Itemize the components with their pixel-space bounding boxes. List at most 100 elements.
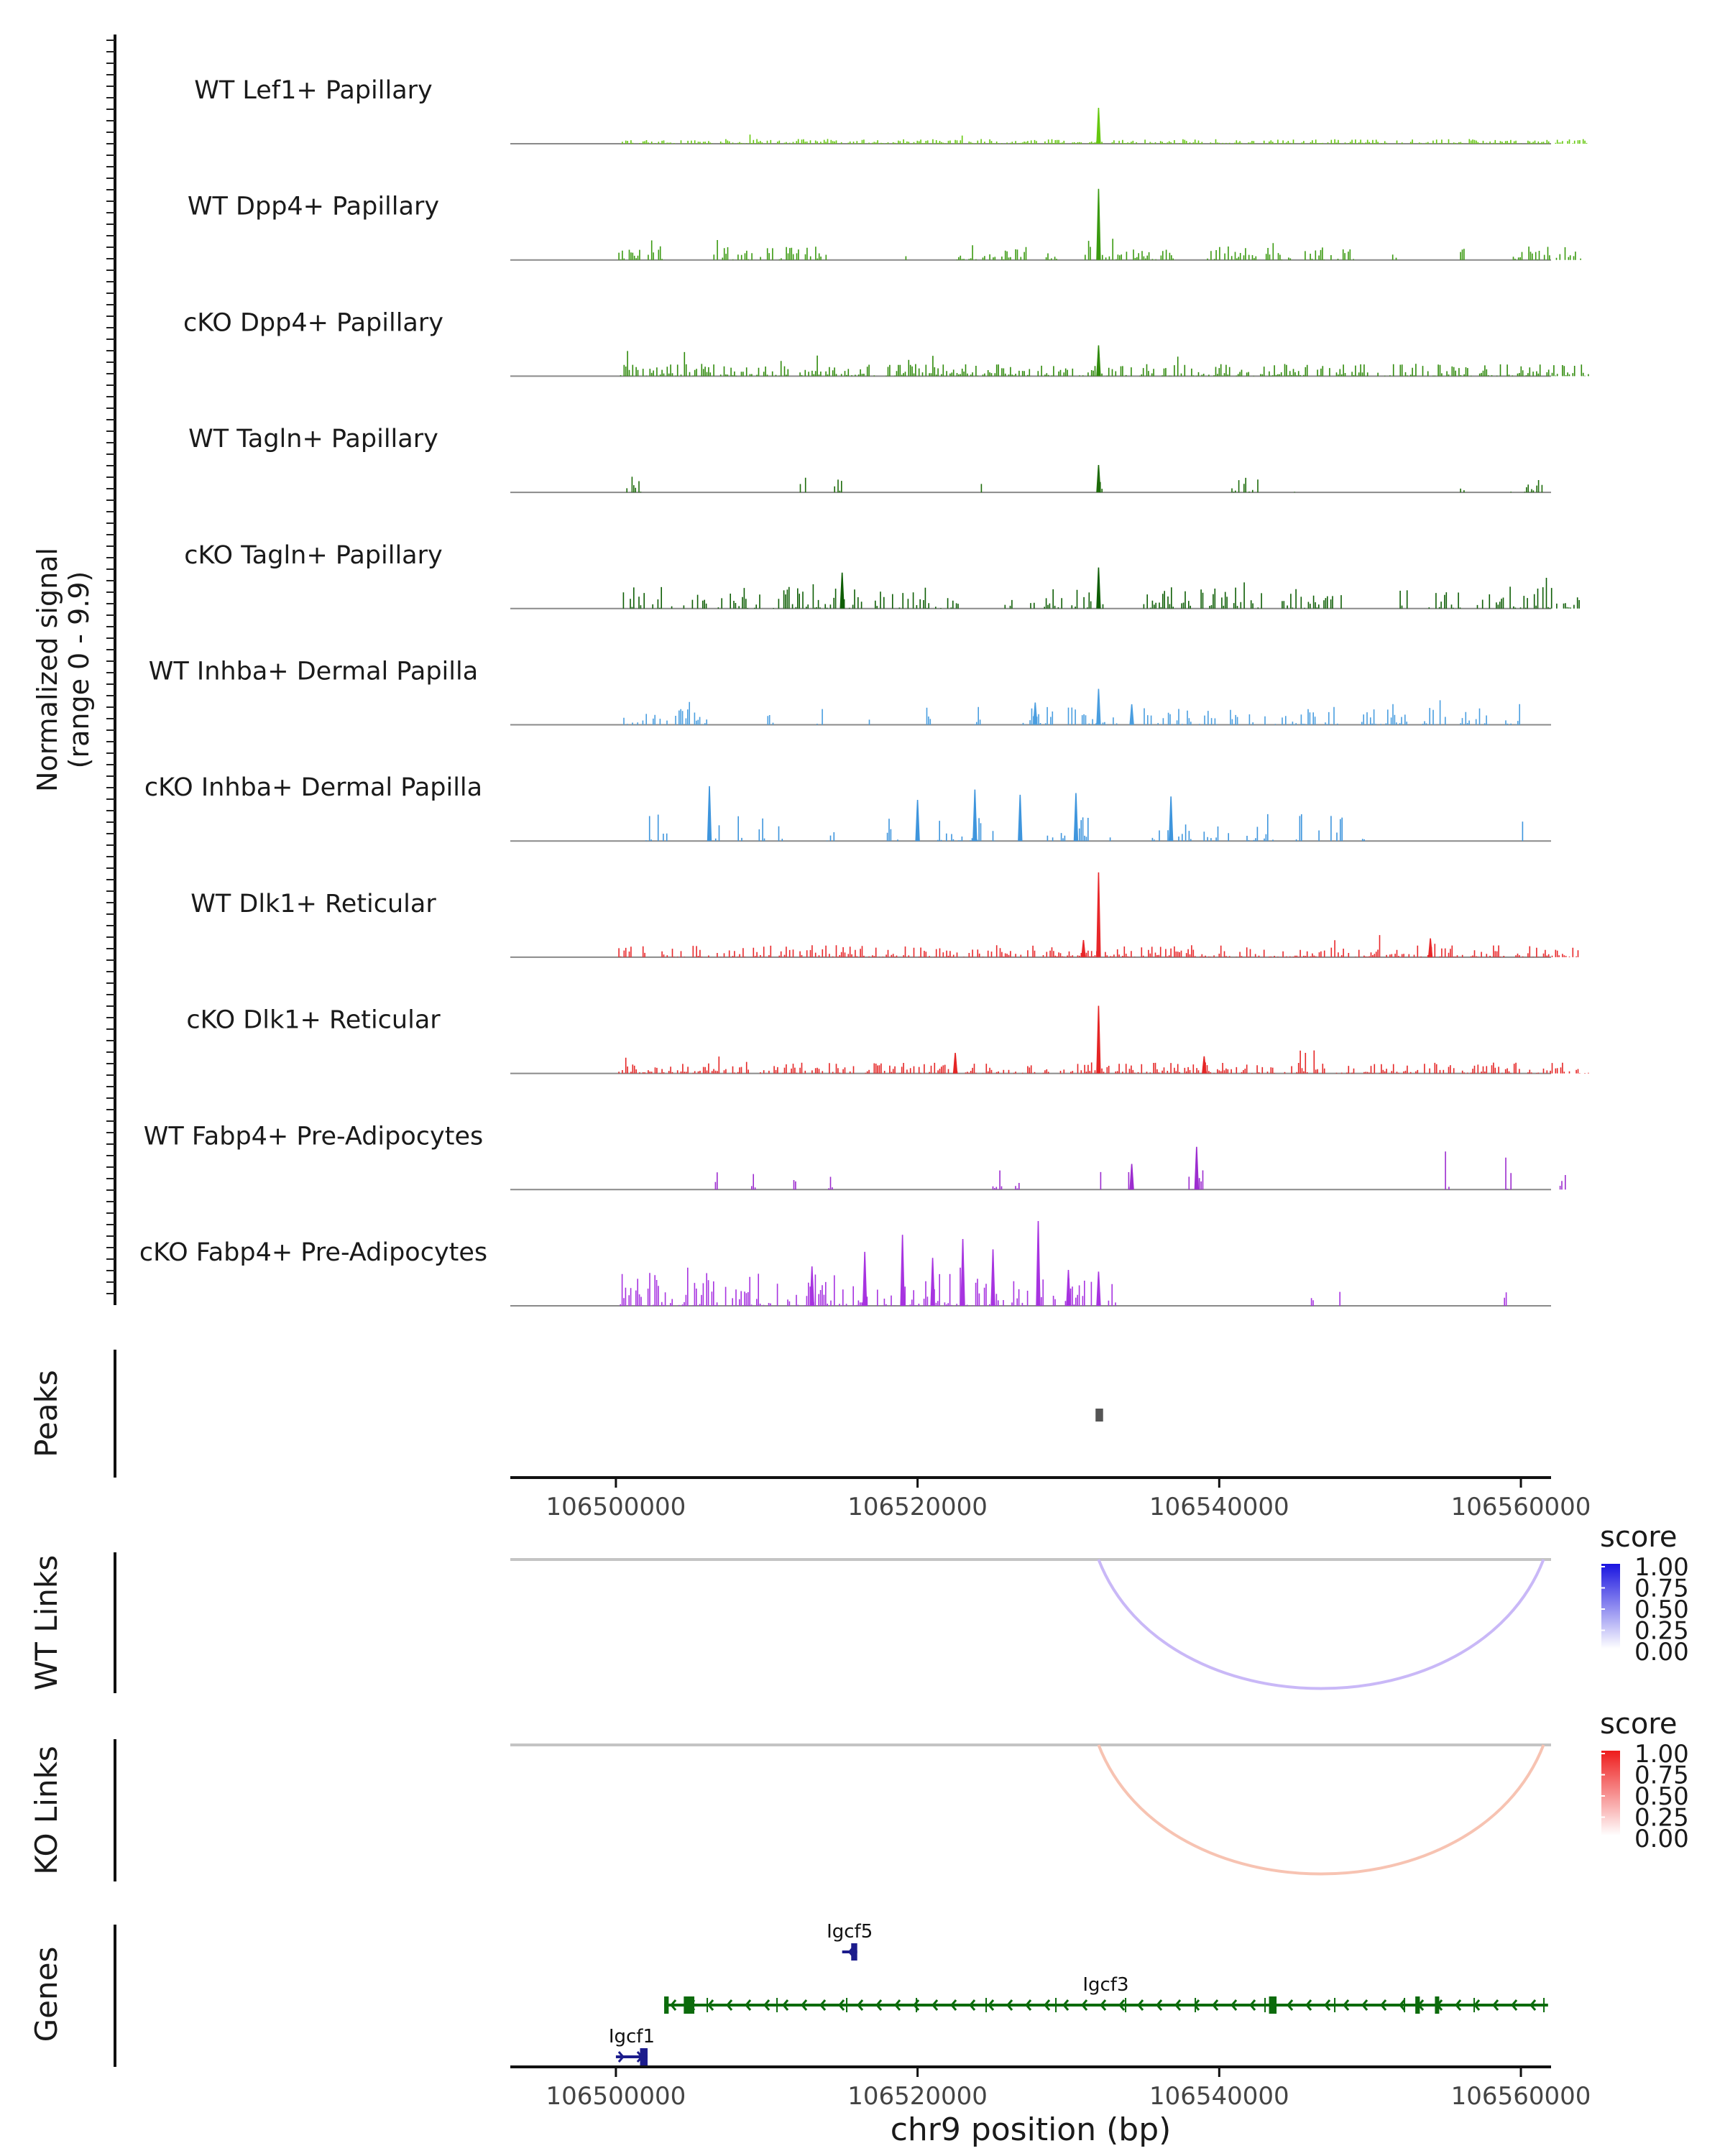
gene-label: Igcf1 xyxy=(609,2026,655,2047)
coverage-peak xyxy=(900,1235,905,1306)
coverage-track: WT Fabp4+ Pre-Adipocytes xyxy=(144,1122,1566,1191)
coverage-peak xyxy=(1096,1271,1101,1306)
coverage-peak xyxy=(1081,940,1086,957)
x-axis-bottom: 106500000 106520000 106540000 106560000 xyxy=(546,2067,1591,2111)
coverage-peak xyxy=(1096,107,1101,144)
coverage-track: cKO Tagln+ Papillary xyxy=(184,541,1580,609)
coverage-peak xyxy=(1096,345,1101,377)
legend-tick-label: 1.00 xyxy=(1634,1553,1689,1582)
coverage-peak xyxy=(1096,688,1101,725)
legend-colorbar xyxy=(1601,1751,1620,1835)
coverage-peak xyxy=(1018,794,1023,842)
gene-label: Igcf3 xyxy=(1082,1974,1128,1996)
coverage-peak xyxy=(1129,1164,1134,1190)
coverage-peak xyxy=(1168,796,1174,842)
coverage-peak xyxy=(960,1239,965,1306)
coverage-peak xyxy=(1066,1269,1071,1306)
gene-exon xyxy=(1269,1996,1277,2014)
gene-exon xyxy=(640,2048,648,2065)
x-tick-label: 106520000 xyxy=(847,1493,988,1521)
coverage-signal-bars xyxy=(618,239,1581,260)
coverage-peak xyxy=(915,799,920,842)
coverage-ylabel-range: (range 0 - 9.9) xyxy=(63,571,95,769)
gene-model: Igcf5 xyxy=(827,1921,873,1961)
gene-label: Igcf5 xyxy=(827,1921,873,1943)
gene-exon xyxy=(664,1996,669,2014)
coverage-peak xyxy=(1036,1221,1041,1306)
coverage-signal-bars xyxy=(626,476,1543,493)
peaks-label: Peaks xyxy=(29,1370,64,1457)
coverage-signal-bars xyxy=(620,1267,1507,1306)
coverage-peak xyxy=(1096,188,1101,260)
coverage-peak xyxy=(1129,704,1134,725)
coverage-signal-bars xyxy=(618,935,1579,957)
x-tick-label: 106560000 xyxy=(1451,1493,1591,1521)
coverage-signal-bars xyxy=(618,1050,1589,1074)
legend-tick-label: 0.50 xyxy=(1634,1595,1689,1624)
coverage-track: cKO Fabp4+ Pre-Adipocytes xyxy=(139,1221,1551,1307)
coverage-track-label: cKO Dpp4+ Papillary xyxy=(183,308,443,337)
coverage-track: cKO Inhba+ Dermal Papilla xyxy=(144,773,1551,842)
legend-tick-label: 0.50 xyxy=(1634,1782,1689,1811)
coverage-axis-ticks xyxy=(106,40,115,1294)
coverage-ylabel: Normalized signal xyxy=(32,548,63,792)
x-tick-label: 106500000 xyxy=(546,1493,686,1521)
coverage-peak xyxy=(1096,567,1101,609)
coverage-signal-bars xyxy=(714,1151,1566,1190)
coverage-track-label: WT Dlk1+ Reticular xyxy=(190,890,436,918)
link-arc xyxy=(1097,1744,1545,1876)
legend-tick-label: 0.25 xyxy=(1634,1804,1689,1833)
link-arc xyxy=(1097,1559,1545,1690)
x-axis-top: 106500000 106520000 106540000 106560000 xyxy=(546,1478,1591,1521)
coverage-track: WT Inhba+ Dermal Papilla xyxy=(149,658,1551,726)
coverage-peak xyxy=(972,789,978,842)
coverage-signal-bars xyxy=(645,814,1524,842)
coverage-track-label: cKO Tagln+ Papillary xyxy=(184,541,443,570)
coverage-peak xyxy=(1096,464,1101,493)
legend-colorbar xyxy=(1601,1564,1620,1649)
coverage-signal-bars xyxy=(622,134,1588,144)
coverage-peak xyxy=(952,1052,958,1074)
coverage-signal-bars xyxy=(622,578,1580,609)
coverage-track-label: cKO Fabp4+ Pre-Adipocytes xyxy=(139,1238,487,1267)
link-panel-label: KO Links xyxy=(29,1746,64,1875)
x-tick-label: 106560000 xyxy=(1451,2082,1591,2111)
coverage-signal-bars xyxy=(620,351,1589,377)
legend-tick-label: 0.00 xyxy=(1634,1638,1689,1667)
coverage-peak xyxy=(809,1266,814,1306)
coverage-peak xyxy=(1073,793,1079,842)
link-panel-label: WT Links xyxy=(29,1555,64,1690)
coverage-track-label: WT Tagln+ Papillary xyxy=(188,425,438,453)
coverage-tracks: WT Lef1+ Papillary WT Dpp4+ Papillary cKO … xyxy=(139,76,1589,1307)
gene-model: Igcf3 xyxy=(664,1974,1548,2014)
x-tick-label: 106520000 xyxy=(847,2082,988,2111)
coverage-peak xyxy=(1427,938,1433,957)
coverage-peak xyxy=(1096,1005,1101,1074)
gene-model: Igcf1 xyxy=(609,2026,655,2065)
legend-title: score xyxy=(1600,1708,1677,1741)
coverage-track: WT Dpp4+ Papillary xyxy=(188,188,1581,261)
coverage-signal-bars xyxy=(623,700,1520,725)
coverage-peak xyxy=(862,1251,868,1306)
coverage-track-label: WT Fabp4+ Pre-Adipocytes xyxy=(144,1122,483,1151)
coverage-track: WT Dlk1+ Reticular xyxy=(190,872,1579,958)
coverage-track: WT Tagln+ Papillary xyxy=(188,425,1551,494)
genes-layer: Igcf5 Igcf3 Igcf1 xyxy=(609,1921,1548,2065)
coverage-peak xyxy=(840,572,845,609)
x-tick-label: 106540000 xyxy=(1149,2082,1289,2111)
coverage-peak xyxy=(1202,1056,1207,1074)
coverage-peak xyxy=(1033,702,1038,725)
x-axis-label: chr9 position (bp) xyxy=(891,2111,1172,2148)
coverage-track-label: WT Dpp4+ Papillary xyxy=(188,193,439,221)
coverage-track: cKO Dlk1+ Reticular xyxy=(186,1005,1589,1074)
gene-exon xyxy=(851,1943,857,1961)
coverage-peak xyxy=(707,786,712,842)
x-tick-label: 106540000 xyxy=(1149,1493,1289,1521)
peak-region xyxy=(1095,1409,1103,1422)
legend-tick-label: 0.00 xyxy=(1634,1825,1689,1853)
coverage-peak xyxy=(930,1258,935,1306)
